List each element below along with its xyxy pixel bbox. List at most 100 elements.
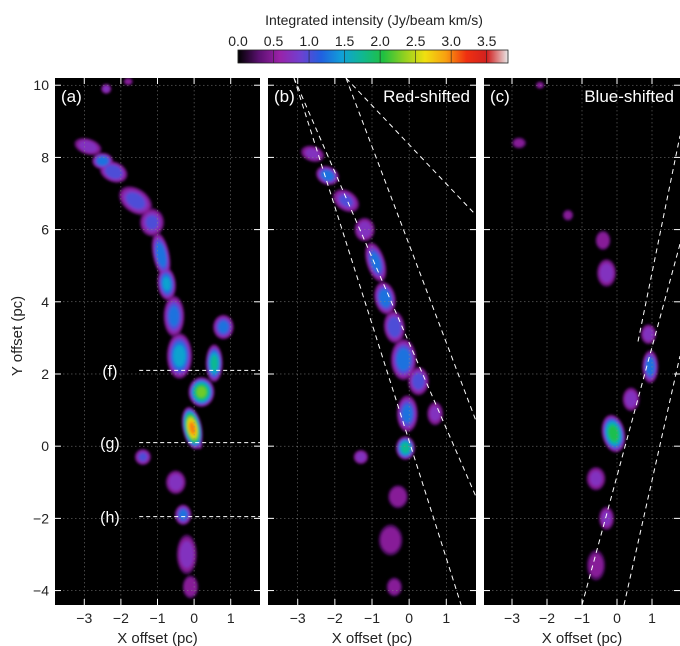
intensity-blob: [189, 421, 196, 435]
intensity-blob: [179, 509, 188, 520]
colorbar-tick-label: 3.5: [477, 33, 497, 49]
intensity-blob: [169, 474, 183, 491]
y-tick-label: 0: [41, 438, 49, 454]
y-tick-label: 10: [33, 77, 49, 93]
intensity-blob: [590, 471, 602, 486]
guide-line: [293, 78, 462, 605]
intensity-blob: [104, 165, 123, 179]
intensity-blob: [430, 406, 441, 421]
y-tick-label: 2: [41, 366, 49, 382]
panel-background: [55, 78, 260, 605]
colorbar: Integrated intensity (Jy/beam km/s) 0.0 0…: [228, 12, 509, 64]
y-tick-label: 6: [41, 222, 49, 238]
x-tick-label: −3: [76, 610, 92, 626]
guide-line: [345, 78, 476, 422]
intensity-blob: [138, 452, 147, 462]
x-axis-label: X offset (pc): [117, 630, 198, 646]
colorbar-tick-label: 0.0: [228, 33, 248, 49]
panel-title: Blue-shifted: [584, 87, 674, 106]
x-tick-label: 0: [405, 610, 413, 626]
cut-label: (h): [100, 510, 120, 527]
colorbar-tick-label: 2.0: [370, 33, 390, 49]
x-tick-label: −3: [504, 610, 520, 626]
panel-3: (c) Blue-shifted −3 −2 −1 0 1: [484, 78, 680, 626]
cut-label: (g): [100, 436, 120, 453]
intensity-blob: [645, 357, 655, 376]
intensity-blob: [380, 527, 401, 553]
tick-marks: [55, 78, 260, 605]
x-tick-label: 1: [227, 610, 235, 626]
x-tick-label: 0: [190, 610, 198, 626]
intensity-map: [511, 81, 659, 581]
x-tick-label: −1: [574, 610, 590, 626]
intensity-blob: [370, 252, 381, 272]
guide-line: [293, 78, 476, 497]
colorbar-tick-marks: [237, 50, 487, 63]
x-tick-label: −2: [113, 610, 129, 626]
intensity-blob: [124, 78, 132, 85]
intensity-map: [74, 78, 234, 599]
intensity-blob: [387, 317, 401, 338]
intensity-blob: [339, 194, 353, 207]
intensity-blob: [564, 211, 572, 220]
grid: [268, 78, 476, 605]
colorbar-tick-label: 3.0: [441, 33, 461, 49]
colorbar-ticks: 0.0 0.5 1.0 1.5 2.0 2.5 3.0 3.5: [228, 33, 496, 49]
intensity-map: [300, 145, 444, 597]
panel-1: (f) (g) (h) (a) −3 −2 −1 0 1 −4 −2 0 2 4 6 8 10: [33, 77, 260, 626]
y-tick-label: 4: [41, 294, 49, 310]
intensity-blob: [355, 452, 366, 462]
colorbar-title: Integrated intensity (Jy/beam km/s): [265, 12, 483, 28]
intensity-blob: [156, 242, 167, 267]
intensity-blob: [103, 85, 110, 92]
intensity-blob: [625, 391, 637, 408]
x-tick-label: 1: [648, 610, 656, 626]
intensity-blob: [145, 215, 159, 230]
intensity-blob: [180, 541, 194, 568]
guide-line: [637, 135, 680, 342]
intensity-blob: [643, 327, 654, 341]
x-tick-label: −1: [150, 610, 166, 626]
tick-marks: [484, 78, 680, 605]
tick-marks: [268, 78, 476, 605]
intensity-blob: [396, 348, 411, 371]
intensity-blob: [96, 156, 109, 166]
x-tick-label: −2: [327, 610, 343, 626]
intensity-blob: [600, 263, 613, 283]
y-axis-label: Y offset (pc): [9, 296, 26, 376]
panel-title: Red-shifted: [383, 87, 470, 106]
intensity-blob: [184, 577, 197, 597]
intensity-blob: [305, 148, 320, 159]
y-tick-label: −4: [33, 583, 49, 599]
x-tick-label: −2: [539, 610, 555, 626]
guide-line: [623, 355, 680, 605]
intensity-blob: [401, 442, 410, 454]
x-tick-label: −3: [290, 610, 306, 626]
intensity-blob: [402, 404, 413, 423]
intensity-blob: [588, 553, 604, 577]
intensity-blob: [596, 232, 610, 249]
intensity-blob: [78, 140, 98, 153]
colorbar-tick-label: 1.0: [299, 33, 319, 49]
intensity-blob: [168, 306, 180, 327]
intensity-blob: [388, 579, 401, 595]
intensity-blob: [126, 192, 146, 209]
panel-background: [268, 78, 476, 605]
colorbar-tick-label: 0.5: [264, 33, 284, 49]
colorbar-tick-label: 1.5: [335, 33, 355, 49]
panel-label: (a): [61, 87, 82, 106]
colorbar-tick-label: 2.5: [406, 33, 426, 49]
guide-line: [345, 78, 476, 216]
colorbar-gradient: [237, 49, 509, 64]
panel-label: (c): [490, 87, 510, 106]
x-axis-label: X offset (pc): [332, 630, 413, 646]
intensity-blob: [162, 276, 171, 291]
grid: [484, 78, 680, 605]
x-tick-label: 0: [613, 610, 621, 626]
intensity-blob: [196, 386, 207, 398]
intensity-blob: [210, 355, 218, 371]
intensity-blob: [513, 139, 525, 147]
panel-label: (b): [274, 87, 295, 106]
